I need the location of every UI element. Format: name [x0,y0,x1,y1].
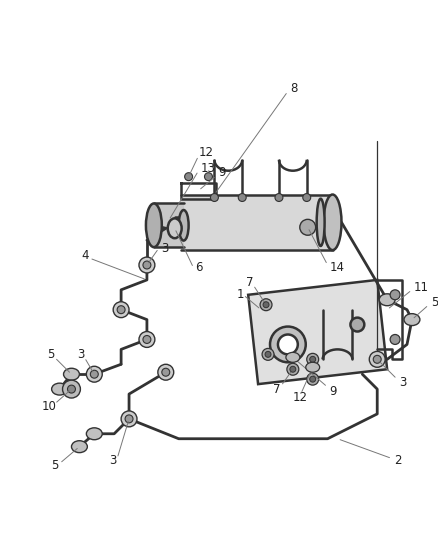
Circle shape [162,368,170,376]
Circle shape [117,306,125,313]
Circle shape [63,380,81,398]
Text: 10: 10 [42,400,57,414]
Text: 2: 2 [394,454,402,467]
Circle shape [158,364,174,380]
Circle shape [205,173,212,181]
Circle shape [290,366,296,372]
Text: 5: 5 [47,348,54,361]
Circle shape [390,290,400,300]
Text: 11: 11 [414,281,429,294]
Circle shape [300,220,316,235]
Circle shape [185,173,193,181]
Circle shape [139,332,155,348]
Circle shape [263,302,269,308]
Text: 12: 12 [293,391,308,403]
Text: 13: 13 [201,162,215,175]
Circle shape [369,351,385,367]
Circle shape [310,376,316,382]
Ellipse shape [64,368,79,380]
Circle shape [303,193,311,201]
Text: 5: 5 [431,296,438,309]
Text: 4: 4 [81,248,89,262]
Circle shape [143,261,151,269]
Ellipse shape [179,210,189,240]
Circle shape [390,335,400,344]
Circle shape [265,351,271,357]
Text: 3: 3 [161,241,168,255]
Circle shape [260,299,272,311]
Ellipse shape [317,199,325,246]
Circle shape [113,302,129,318]
Circle shape [278,335,298,354]
Circle shape [310,357,316,362]
Circle shape [86,366,102,382]
Circle shape [307,373,319,385]
Circle shape [139,257,155,273]
Polygon shape [180,195,332,250]
Ellipse shape [306,362,320,372]
Ellipse shape [146,204,162,247]
Circle shape [350,318,364,332]
Text: 7: 7 [273,383,280,395]
Circle shape [270,327,306,362]
Circle shape [238,193,246,201]
Circle shape [90,370,98,378]
Circle shape [287,364,299,375]
Polygon shape [154,204,184,247]
Ellipse shape [71,441,87,453]
Ellipse shape [324,195,342,250]
Circle shape [67,385,75,393]
Circle shape [210,193,219,201]
Text: 1: 1 [236,288,244,301]
Text: 3: 3 [399,376,406,389]
Circle shape [143,335,151,343]
Text: 3: 3 [109,454,117,467]
Circle shape [275,193,283,201]
Ellipse shape [286,352,300,362]
Polygon shape [248,280,387,384]
Circle shape [125,415,133,423]
Circle shape [121,411,137,427]
Text: 7: 7 [246,277,254,289]
Text: 6: 6 [195,262,203,274]
Ellipse shape [379,294,395,306]
Text: 14: 14 [329,262,345,274]
Ellipse shape [168,219,182,238]
Text: 9: 9 [219,166,226,179]
Ellipse shape [86,428,102,440]
Ellipse shape [404,313,420,326]
Text: 9: 9 [329,385,337,398]
Text: 5: 5 [52,459,59,472]
Ellipse shape [52,383,67,395]
Circle shape [373,356,381,364]
Text: 8: 8 [290,82,297,95]
Circle shape [262,349,274,360]
Circle shape [307,353,319,365]
Text: 3: 3 [78,348,85,361]
Text: 12: 12 [198,147,214,159]
